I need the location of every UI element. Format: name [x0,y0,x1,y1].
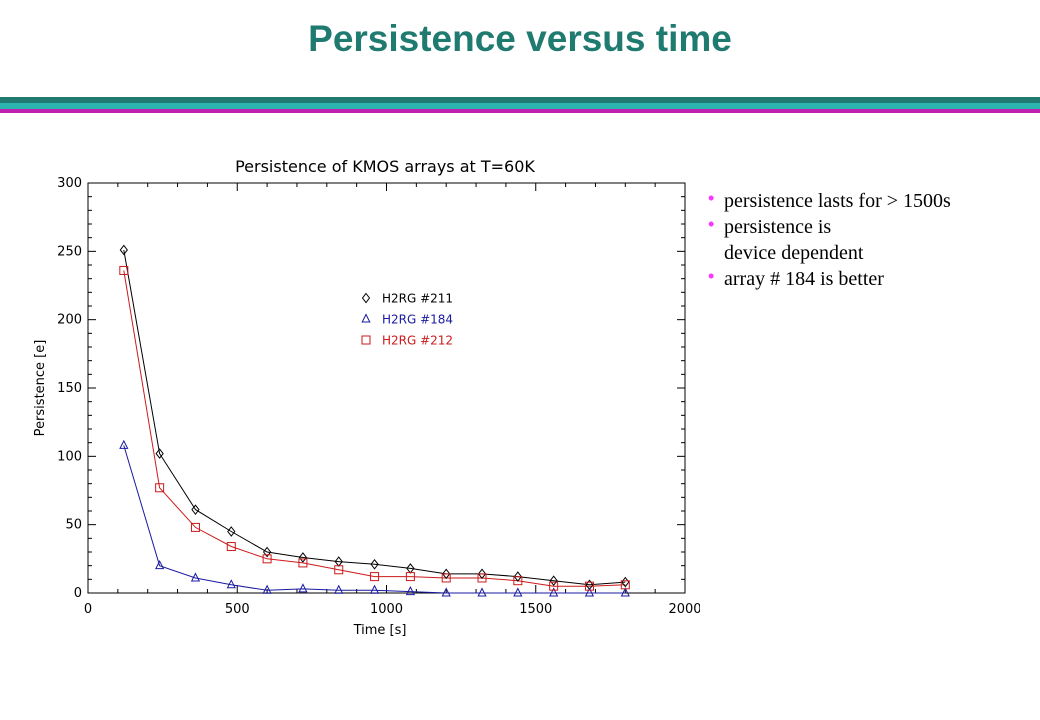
data-point-2-14 [620,580,630,590]
data-point-2-0 [119,265,129,275]
data-point-0-1 [155,448,164,459]
y-tick-label: 0 [74,586,82,601]
chart-legend: H2RG #211 H2RG #184 H2RG #212 [361,292,453,348]
bullet-dot-icon: • [708,214,715,234]
x-tick-label: 500 [225,602,250,617]
legend-marker-2 [361,335,371,345]
bullet-dot-icon: • [708,266,715,286]
y-tick-label: 250 [57,244,82,259]
data-point-1-13 [584,587,595,597]
data-point-0-3 [227,526,236,537]
bullet-item: • persistence lasts for > 1500s [708,188,1038,214]
title-divider [0,97,1040,113]
y-tick-label: 300 [57,176,82,191]
data-point-2-3 [226,542,236,552]
data-point-0-9 [442,568,451,580]
bullet-text-line: persistence lasts for > 1500s [724,190,951,212]
axes-ticks: 0 500 1000 1500 2000 0 50 100 150 200 250 300 [57,176,700,617]
data-point-2-12 [549,581,559,591]
series-lines [123,249,626,594]
data-point-1-1 [155,560,165,570]
bullet-text-line: persistence is [724,216,832,238]
x-tick-label: 1500 [519,602,552,617]
title-divider-band-3 [0,109,1040,113]
title-divider-band-1 [0,97,1040,103]
data-point-0-11 [513,571,522,582]
data-point-2-4 [262,554,272,564]
data-point-1-10 [477,587,487,597]
data-point-0-4 [262,546,272,558]
data-point-1-5 [298,583,308,593]
y-tick-label: 100 [57,449,82,464]
data-point-0-12 [549,575,558,587]
data-point-1-14 [620,587,630,597]
bullet-item: • persistence is device dependent [708,214,1038,266]
x-tick-label: 1000 [370,602,403,617]
bullet-text-line: device dependent [724,242,864,264]
y-axis-label: Persistence [e] [33,340,48,437]
series-line-2 [123,270,626,587]
data-point-2-2 [190,522,200,532]
data-point-1-3 [226,579,236,589]
data-point-0-2 [191,504,200,515]
data-point-2-7 [370,572,380,582]
bullet-text-line: array # 184 is better [724,268,884,290]
chart-title: Persistence of KMOS arrays at T=60K [235,157,535,176]
data-point-1-11 [513,587,523,597]
data-point-1-4 [262,584,272,594]
bullet-list: • persistence lasts for > 1500s • persisten… [708,188,1038,292]
data-point-1-0 [119,439,129,449]
series-line-1 [123,445,626,594]
data-point-2-6 [334,565,344,575]
data-point-0-0 [119,244,128,256]
data-point-0-5 [298,552,308,563]
data-point-1-12 [549,587,559,597]
data-point-2-5 [298,558,308,568]
data-point-1-7 [369,584,380,594]
plot-frame [87,182,686,594]
data-point-2-8 [405,572,415,582]
legend-marker-0 [361,292,371,304]
bullet-item: • array # 184 is better [708,266,1038,292]
data-point-0-7 [370,558,379,570]
y-tick-label: 200 [57,313,82,328]
legend-marker-1 [361,313,371,323]
data-point-1-2 [190,572,201,582]
legend-label: H2RG #184 [382,313,453,327]
data-point-1-9 [441,587,451,597]
data-point-2-13 [584,581,594,591]
series-markers [119,244,630,597]
title-divider-band-2 [0,103,1040,109]
data-point-2-1 [155,483,165,493]
legend-label: H2RG #211 [382,292,453,306]
x-tick-label: 0 [84,602,92,617]
data-point-2-10 [477,573,487,583]
x-axis-label: Time [s] [353,623,407,638]
series-line-0 [123,249,626,586]
data-point-1-8 [405,586,415,596]
data-point-2-9 [441,573,451,583]
data-point-0-10 [477,568,487,580]
slide-title: Persistence versus time [308,18,732,59]
persistence-chart: Persistence of KMOS arrays at T=60K 0 500… [33,157,700,638]
y-tick-label: 150 [57,381,82,396]
data-point-2-11 [513,576,523,586]
bullet-dot-icon: • [708,188,715,208]
x-tick-label: 2000 [668,602,700,617]
legend-label: H2RG #212 [382,334,453,348]
data-point-1-6 [334,584,344,594]
y-tick-label: 50 [65,518,82,533]
